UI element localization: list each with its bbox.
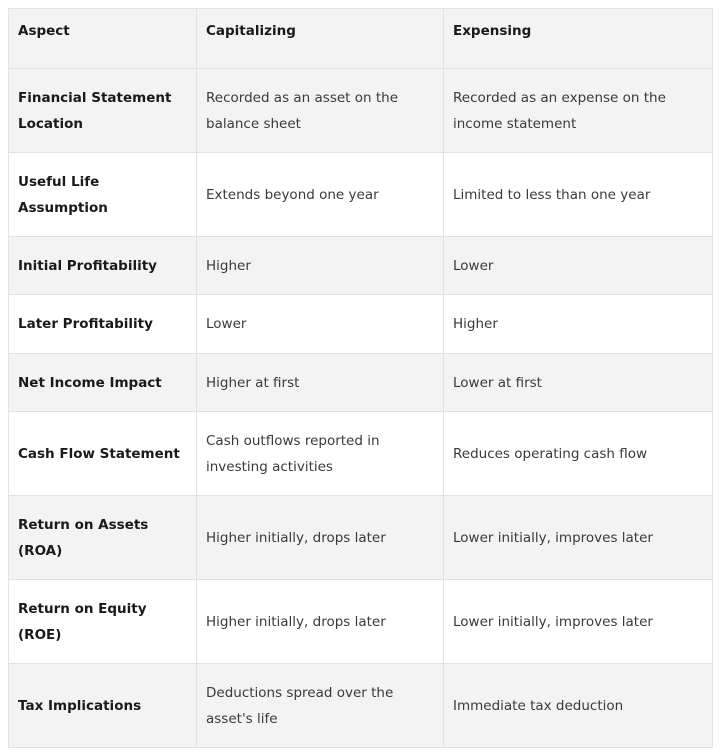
- capitalizing-cell: Lower: [196, 294, 444, 354]
- aspect-cell: Later Profitability: [8, 294, 197, 354]
- header-capitalizing: Capitalizing: [196, 8, 444, 69]
- capitalizing-cell: Deductions spread over the asset's life: [196, 663, 444, 748]
- capitalizing-cell: Higher initially, drops later: [196, 495, 444, 580]
- table-row: Later Profitability Lower Higher: [8, 294, 713, 354]
- expensing-cell: Limited to less than one year: [443, 152, 713, 237]
- header-expensing: Expensing: [443, 8, 713, 69]
- aspect-cell: Return on Equity (ROE): [8, 579, 197, 664]
- aspect-cell: Financial Statement Location: [8, 68, 197, 153]
- aspect-cell: Useful Life Assumption: [8, 152, 197, 237]
- comparison-table: Aspect Capitalizing Expensing Financial …: [8, 8, 713, 748]
- table-row: Initial Profitability Higher Lower: [8, 236, 713, 295]
- capitalizing-cell: Higher: [196, 236, 444, 295]
- aspect-cell: Net Income Impact: [8, 353, 197, 412]
- expensing-cell: Higher: [443, 294, 713, 354]
- aspect-cell: Initial Profitability: [8, 236, 197, 295]
- table-row: Cash Flow Statement Cash outflows reporte…: [8, 411, 713, 496]
- header-aspect: Aspect: [8, 8, 197, 69]
- table-row: Useful Life Assumption Extends beyond one…: [8, 152, 713, 237]
- capitalizing-cell: Cash outflows reported in investing acti…: [196, 411, 444, 496]
- expensing-cell: Reduces operating cash flow: [443, 411, 713, 496]
- expensing-cell: Lower: [443, 236, 713, 295]
- table-row: Net Income Impact Higher at first Lower at…: [8, 353, 713, 412]
- expensing-cell: Lower at first: [443, 353, 713, 412]
- table-row: Return on Assets (ROA) Higher initially, …: [8, 495, 713, 580]
- capitalizing-cell: Extends beyond one year: [196, 152, 444, 237]
- header-row: Aspect Capitalizing Expensing: [8, 8, 713, 69]
- table-row: Tax Implications Deductions spread over t…: [8, 663, 713, 748]
- expensing-cell: Immediate tax deduction: [443, 663, 713, 748]
- table-row: Financial Statement Location Recorded as …: [8, 68, 713, 153]
- expensing-cell: Lower initially, improves later: [443, 579, 713, 664]
- aspect-cell: Return on Assets (ROA): [8, 495, 197, 580]
- capitalizing-cell: Recorded as an asset on the balance shee…: [196, 68, 444, 153]
- aspect-cell: Tax Implications: [8, 663, 197, 748]
- table-row: Return on Equity (ROE) Higher initially, …: [8, 579, 713, 664]
- expensing-cell: Lower initially, improves later: [443, 495, 713, 580]
- aspect-cell: Cash Flow Statement: [8, 411, 197, 496]
- expensing-cell: Recorded as an expense on the income sta…: [443, 68, 713, 153]
- capitalizing-cell: Higher at first: [196, 353, 444, 412]
- capitalizing-cell: Higher initially, drops later: [196, 579, 444, 664]
